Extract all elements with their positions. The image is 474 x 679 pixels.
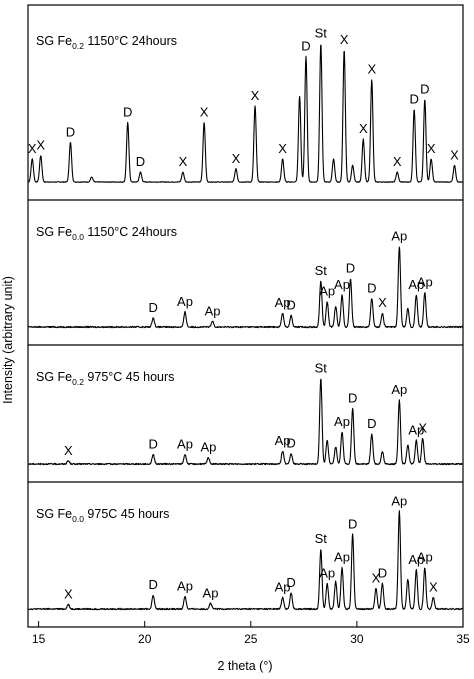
peak-label: X (278, 141, 287, 156)
peak-label: X (378, 295, 387, 310)
peak-label: X (36, 138, 45, 153)
panel-title: SG Fe0.2 975°C 45 hours (36, 370, 174, 387)
peak-label: X (372, 570, 381, 585)
peak-label: D (149, 300, 158, 315)
peak-label: X (340, 32, 349, 47)
diffraction-trace (27, 510, 464, 611)
peak-label: Ap (177, 294, 193, 309)
peak-label: St (315, 531, 328, 546)
panel-title: SG Fe0.0 1150°C 24hours (36, 225, 177, 242)
peak-label: Ap (203, 585, 219, 600)
peak-label: D (367, 280, 376, 295)
peak-label: Ap (334, 277, 350, 292)
peak-label: Ap (319, 284, 335, 299)
x-tick-label: 25 (244, 632, 258, 646)
peak-label: D (378, 566, 387, 581)
peak-label: X (359, 121, 368, 136)
peak-label: Ap (391, 493, 407, 508)
peak-label: D (348, 516, 357, 531)
x-tick-label: 30 (350, 632, 364, 646)
peak-label: Ap (391, 229, 407, 244)
diffraction-trace (27, 44, 464, 183)
peak-label: Ap (417, 550, 433, 565)
panel-title: SG Fe0.0 975C 45 hours (36, 507, 169, 524)
peak-label: D (149, 436, 158, 451)
peak-label: X (418, 420, 427, 435)
diffraction-trace (27, 246, 464, 329)
plot-frame (27, 4, 464, 628)
panel-title: SG Fe0.2 1150°C 24hours (36, 34, 177, 51)
peak-label: X (429, 580, 438, 595)
x-tick-label: 15 (32, 632, 46, 646)
peak-label: St (315, 263, 328, 278)
peak-label: X (28, 141, 37, 156)
peak-label: Ap (319, 566, 335, 581)
peak-label: D (286, 575, 295, 590)
peak-label: St (315, 25, 328, 40)
peak-label: Ap (334, 414, 350, 429)
peak-label: Ap (408, 552, 424, 567)
y-axis-label: Intensity (arbitrary unit) (1, 276, 15, 404)
peak-label: D (301, 39, 310, 54)
peak-label: Ap (200, 440, 216, 455)
peak-label: Ap (334, 550, 350, 565)
peak-label: D (420, 82, 429, 97)
peak-label: Ap (275, 295, 291, 310)
peak-label: Ap (205, 303, 221, 318)
x-axis: 15 20 25 30 35 (32, 621, 470, 646)
peak-label: Ap (417, 275, 433, 290)
x-tick-label: 35 (456, 632, 470, 646)
peak-label: X (251, 88, 260, 103)
peak-label: Ap (275, 433, 291, 448)
peak-label: D (66, 124, 75, 139)
peak-label: Ap (275, 580, 291, 595)
peak-label: X (393, 154, 402, 169)
peak-label: X (200, 105, 209, 120)
peak-label: X (427, 141, 436, 156)
peak-label: X (367, 62, 376, 77)
peak-label: X (64, 443, 73, 458)
peak-label: D (149, 577, 158, 592)
peak-label: St (315, 360, 328, 375)
peak-label: D (286, 435, 295, 450)
peak-label: D (367, 416, 376, 431)
peak-label: X (450, 148, 459, 163)
peak-label: Ap (408, 277, 424, 292)
peak-label: D (410, 91, 419, 106)
peak-label: D (136, 154, 145, 169)
peak-label: Ap (177, 436, 193, 451)
peak-label: X (64, 586, 73, 601)
peak-label: D (346, 261, 355, 276)
peak-label: Ap (177, 578, 193, 593)
peak-label: Ap (391, 382, 407, 397)
peak-label: Ap (408, 423, 424, 438)
peak-label: D (348, 390, 357, 405)
x-axis-label: 2 theta (°) (217, 659, 272, 673)
peak-label: D (286, 298, 295, 313)
peak-label: X (232, 151, 241, 166)
peak-label: X (179, 154, 188, 169)
x-tick-label: 20 (138, 632, 152, 646)
diffraction-trace (27, 378, 464, 466)
peak-label: D (123, 105, 132, 120)
